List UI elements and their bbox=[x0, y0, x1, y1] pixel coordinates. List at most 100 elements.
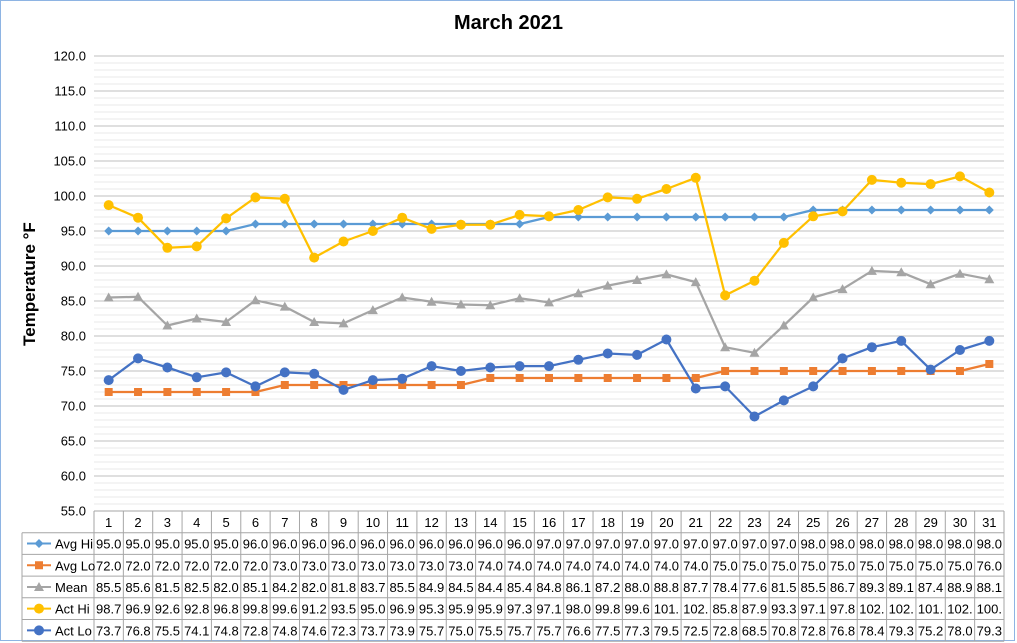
table-cell-value: 70.8 bbox=[771, 623, 796, 638]
table-cell-value: 96.0 bbox=[272, 537, 297, 552]
table-cell-value: 73.0 bbox=[419, 558, 444, 573]
data-point-mean bbox=[514, 293, 525, 303]
data-point-avg-hi bbox=[896, 205, 906, 215]
table-cell-value: 101. bbox=[654, 602, 679, 617]
table-cell-value: 84.8 bbox=[536, 580, 561, 595]
table-cell-value: 96.9 bbox=[125, 602, 150, 617]
table-cell-value: 73.0 bbox=[390, 558, 415, 573]
table-cell-value: 74.0 bbox=[566, 558, 591, 573]
table-cell-value: 99.8 bbox=[595, 602, 620, 617]
data-point-mean bbox=[954, 268, 965, 278]
y-tick-label: 55.0 bbox=[61, 504, 86, 519]
x-tick-label: 5 bbox=[222, 515, 229, 530]
data-point-mean bbox=[925, 279, 936, 289]
data-point-mean bbox=[133, 291, 144, 301]
table-cell-value: 84.9 bbox=[419, 580, 444, 595]
legend-key-marker-act-hi bbox=[34, 603, 44, 614]
x-tick-label: 22 bbox=[718, 515, 732, 530]
table-cell-value: 96.0 bbox=[448, 537, 473, 552]
data-point-act-lo bbox=[103, 375, 114, 386]
table-cell-value: 78.0 bbox=[947, 623, 972, 638]
x-tick-label: 28 bbox=[894, 515, 908, 530]
data-point-act-hi bbox=[133, 212, 144, 223]
x-tick-label: 26 bbox=[835, 515, 849, 530]
table-cell-value: 97.3 bbox=[507, 602, 532, 617]
table-cell-value: 72.0 bbox=[184, 558, 209, 573]
legend-key-marker-mean bbox=[34, 581, 44, 591]
data-point-avg-hi bbox=[515, 219, 525, 229]
table-cell-value: 97.0 bbox=[683, 537, 708, 552]
table-cell-value: 75.7 bbox=[419, 623, 444, 638]
table-cell-value: 87.2 bbox=[595, 580, 620, 595]
y-tick-label: 115.0 bbox=[54, 84, 86, 99]
legend-key-marker-act-lo bbox=[34, 625, 44, 636]
data-point-mean bbox=[984, 274, 995, 284]
data-point-avg-lo bbox=[985, 360, 994, 368]
data-point-act-hi bbox=[984, 187, 995, 198]
data-point-act-hi bbox=[367, 226, 378, 236]
data-point-avg-hi bbox=[573, 212, 583, 222]
x-tick-label: 30 bbox=[953, 515, 967, 530]
table-cell-value: 95.9 bbox=[478, 602, 503, 617]
x-tick-label: 13 bbox=[454, 515, 468, 530]
table-cell-value: 97.0 bbox=[742, 537, 767, 552]
data-point-avg-lo bbox=[633, 374, 642, 382]
table-cell-value: 79.3 bbox=[977, 623, 1002, 638]
table-cell-value: 81.5 bbox=[155, 580, 180, 595]
data-point-act-hi bbox=[632, 193, 643, 204]
data-point-act-hi bbox=[720, 290, 731, 301]
data-point-act-hi bbox=[925, 179, 936, 190]
table-cell-value: 99.8 bbox=[243, 602, 268, 617]
data-point-act-lo bbox=[397, 373, 408, 384]
data-point-avg-lo bbox=[779, 367, 788, 375]
table-cell-value: 97.0 bbox=[712, 537, 737, 552]
y-tick-label: 65.0 bbox=[61, 434, 86, 449]
table-cell-value: 96.0 bbox=[360, 537, 385, 552]
y-tick-label: 100.0 bbox=[53, 189, 86, 204]
table-cell-value: 72.8 bbox=[801, 623, 826, 638]
table-cell-value: 77.6 bbox=[742, 580, 767, 595]
table-cell-value: 88.0 bbox=[624, 580, 649, 595]
x-tick-label: 8 bbox=[311, 515, 318, 530]
table-cell-value: 95.0 bbox=[96, 537, 121, 552]
table-cell-value: 85.5 bbox=[96, 580, 121, 595]
table-cell-value: 85.1 bbox=[243, 580, 268, 595]
table-cell-value: 75.0 bbox=[448, 623, 473, 638]
table-cell-value: 93.5 bbox=[331, 602, 356, 617]
data-point-act-lo bbox=[426, 361, 437, 372]
table-cell-value: 75.0 bbox=[830, 558, 855, 573]
table-cell-value: 95.9 bbox=[448, 602, 473, 617]
y-tick-label: 110.0 bbox=[54, 119, 86, 134]
data-point-avg-hi bbox=[926, 205, 936, 215]
x-tick-label: 29 bbox=[923, 515, 937, 530]
table-cell-value: 76.6 bbox=[566, 623, 591, 638]
data-point-mean bbox=[661, 269, 672, 279]
data-point-avg-lo bbox=[721, 367, 730, 375]
table-cell-value: 98.7 bbox=[96, 602, 121, 617]
data-point-act-lo bbox=[661, 334, 672, 345]
table-cell-value: 102. bbox=[859, 602, 884, 617]
table-cell-value: 82.0 bbox=[213, 580, 238, 595]
legend-label-act-hi: Act Hi bbox=[55, 602, 90, 617]
table-cell-value: 97.0 bbox=[654, 537, 679, 552]
table-cell-value: 82.5 bbox=[184, 580, 209, 595]
table-cell-value: 89.1 bbox=[889, 580, 914, 595]
data-point-avg-lo bbox=[750, 367, 759, 375]
legend-label-avg-hi: Avg Hi bbox=[55, 537, 93, 552]
x-tick-label: 19 bbox=[630, 515, 644, 530]
series-avg-lo bbox=[104, 360, 994, 396]
data-point-act-lo bbox=[837, 353, 848, 364]
data-point-avg-lo bbox=[691, 374, 700, 382]
data-point-avg-lo bbox=[515, 374, 524, 382]
table-cell-value: 91.2 bbox=[301, 602, 326, 617]
table-cell-value: 95.0 bbox=[155, 537, 180, 552]
table-cell-value: 74.0 bbox=[595, 558, 620, 573]
y-tick-labels: 55.0 60.0 65.0 70.0 75.0 80.0 85.0 90.0 95.0 100.… bbox=[53, 49, 86, 519]
legend-label-act-lo: Act Lo bbox=[55, 623, 92, 638]
x-tick-label: 14 bbox=[483, 515, 497, 530]
data-point-mean bbox=[896, 267, 907, 277]
table-cell-value: 77.5 bbox=[595, 623, 620, 638]
table-cell-value: 87.9 bbox=[742, 602, 767, 617]
y-tick-label: 85.0 bbox=[61, 294, 86, 309]
table-cell-value: 96.0 bbox=[390, 537, 415, 552]
